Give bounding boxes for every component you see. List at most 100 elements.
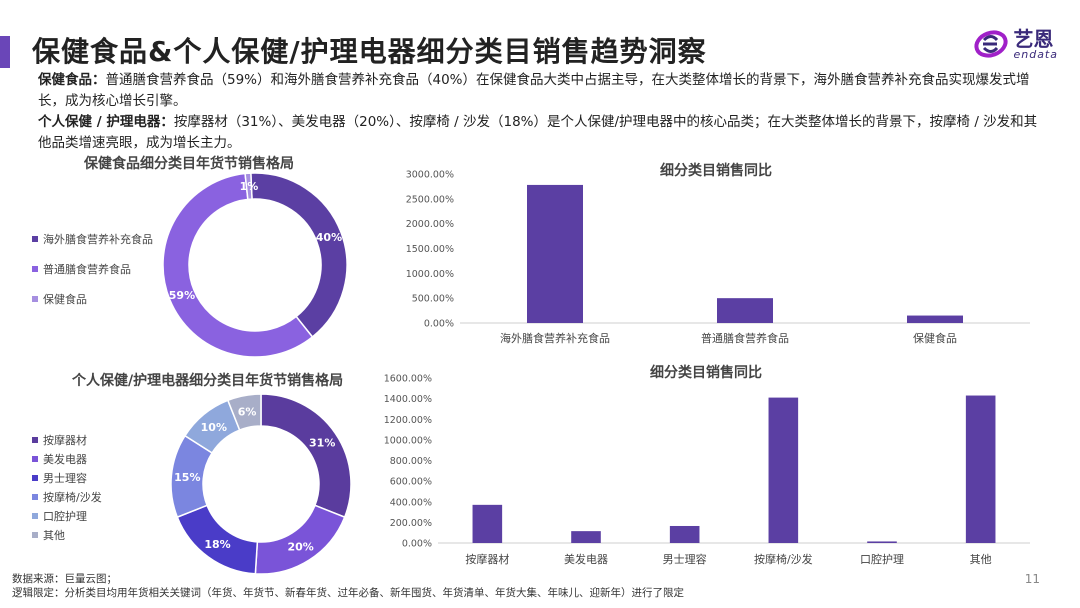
legend-label: 按摩器材 (43, 434, 87, 447)
bar-chart-title: 细分类目销售同比 (660, 163, 772, 179)
legend-swatch (32, 456, 38, 462)
page-title: 保健食品&个人保健/护理电器细分类目销售趋势洞察 (32, 35, 707, 68)
y-tick-label: 0.00% (402, 539, 432, 550)
y-tick-label: 1000.00% (384, 435, 432, 446)
y-tick-label: 2500.00% (406, 194, 454, 205)
legend-label: 其他 (43, 529, 65, 542)
summary-paragraph: 保健食品：普通膳食营养食品（59%）和海外膳食营养补充食品（40%）在保健食品大… (38, 70, 1038, 112)
data-source: 数据来源：巨量云图； (12, 573, 117, 585)
y-tick-label: 3000.00% (406, 170, 454, 181)
legend-swatch (32, 296, 38, 302)
slice-label: 20% (287, 540, 313, 553)
footer-notes: 数据来源：巨量云图； 逻辑限定：分析类目均用年货相关关键词（年货、年货节、新春年… (12, 572, 684, 600)
y-tick-label: 1600.00% (384, 374, 432, 385)
bar (907, 315, 963, 323)
bar (472, 504, 503, 543)
legend-swatch (32, 266, 38, 272)
logic-note: 逻辑限定：分析类目均用年货相关关键词（年货、年货节、新春年货、过年必备、新年囤货… (12, 587, 684, 599)
y-tick-label: 1000.00% (406, 269, 454, 280)
donut-chart-title: 保健食品细分类目年货节销售格局 (84, 156, 294, 172)
summary-label: 个人保健 / 护理电器： (38, 114, 174, 130)
bar-chart-title: 细分类目销售同比 (650, 365, 762, 381)
x-tick-label: 海外膳食营养补充食品 (500, 331, 610, 345)
donut-chart-title: 个人保健/护理电器细分类目年货节销售格局 (72, 373, 344, 389)
legend-item: 海外膳食营养补充食品 (32, 232, 153, 246)
donut-slice (162, 172, 314, 358)
y-tick-label: 800.00% (390, 456, 432, 467)
legend-label: 口腔护理 (43, 510, 87, 523)
legend-swatch (32, 494, 38, 500)
bar (527, 184, 583, 323)
y-tick-label: 1400.00% (384, 394, 432, 405)
legend-item: 保健食品 (32, 292, 153, 306)
slice-label: 10% (201, 421, 227, 434)
legend-swatch (32, 475, 38, 481)
bar-chart: 0.00% 500.00% 1000.00% 1500.00% 2000.00% 2500… (406, 170, 1030, 345)
legend-label: 按摩椅/沙发 (43, 491, 102, 504)
legend-item: 其他 (32, 528, 102, 542)
slice-label: 59% (169, 289, 195, 302)
legend-label: 美发电器 (43, 453, 87, 466)
donut-slice (226, 393, 262, 432)
legend-item: 按摩器材 (32, 433, 102, 447)
summary-body: 按摩器材（31%）、美发电器（20%）、按摩椅 / 沙发（18%）是个人保健/护… (38, 114, 1038, 151)
slice-label: 1% (240, 180, 259, 193)
x-tick-label: 普通膳食营养食品 (701, 331, 789, 345)
donut-chart: 31% 20% 18% 15% 10% 6% (170, 393, 352, 575)
y-tick-label: 2000.00% (406, 219, 454, 230)
x-tick-label: 保健食品 (913, 331, 957, 345)
y-tick-label: 400.00% (390, 497, 432, 508)
legend-item: 美发电器 (32, 452, 102, 466)
bar (669, 525, 700, 543)
legend-label: 男士理容 (43, 472, 87, 485)
y-tick-label: 200.00% (390, 518, 432, 529)
slice-label: 31% (309, 436, 335, 449)
summary-body: 普通膳食营养食品（59%）和海外膳食营养补充食品（40%）在保健食品大类中占据主… (38, 72, 1030, 109)
legend-item: 男士理容 (32, 471, 102, 485)
bar (571, 531, 601, 543)
donut-slice (250, 172, 348, 338)
x-tick-label: 男士理容 (663, 552, 707, 566)
logo-cn-text: 艺恩 (1013, 26, 1054, 51)
legend-item: 口腔护理 (32, 509, 102, 523)
bar (768, 397, 799, 543)
summary-label: 保健食品： (38, 72, 106, 88)
slice-label: 18% (204, 538, 230, 551)
summary-text: 保健食品：普通膳食营养食品（59%）和海外膳食营养补充食品（40%）在保健食品大… (38, 70, 1038, 154)
donut-legend: 海外膳食营养补充食品 普通膳食营养食品 保健食品 (32, 232, 153, 322)
y-tick-label: 600.00% (390, 477, 432, 488)
x-tick-label: 美发电器 (564, 552, 608, 566)
bar (965, 395, 996, 543)
logo-en-text: endata (1013, 47, 1058, 61)
page-number: 11 (1024, 572, 1040, 586)
legend-swatch (32, 532, 38, 538)
bar (867, 541, 897, 543)
legend-label: 海外膳食营养补充食品 (43, 233, 153, 246)
slice-label: 40% (316, 231, 342, 244)
donut-chart: 40% 59% 1% (162, 172, 348, 358)
y-tick-label: 1500.00% (406, 244, 454, 255)
summary-paragraph: 个人保健 / 护理电器：按摩器材（31%）、美发电器（20%）、按摩椅 / 沙发… (38, 112, 1038, 154)
x-tick-label: 按摩椅/沙发 (754, 552, 813, 566)
legend-swatch (32, 236, 38, 242)
y-tick-label: 0.00% (424, 319, 454, 330)
bar-chart: 0.00% 200.00% 400.00% 600.00% 800.00% 1000.00… (384, 374, 1030, 566)
brand-logo: 艺恩 endata (973, 26, 1058, 62)
slice-label: 6% (238, 405, 257, 418)
bar (717, 298, 773, 323)
x-tick-label: 其他 (970, 553, 992, 566)
legend-item: 普通膳食营养食品 (32, 262, 153, 276)
x-tick-label: 口腔护理 (860, 552, 904, 566)
legend-swatch (32, 513, 38, 519)
donut-legend: 按摩器材美发电器男士理容按摩椅/沙发 口腔护理其他 (32, 433, 102, 547)
donut-slice (260, 393, 352, 519)
legend-swatch (32, 437, 38, 443)
title-accent-bar (0, 36, 10, 68)
slice-label: 15% (174, 471, 200, 484)
endata-logo-icon (974, 30, 1009, 58)
donut-slice (244, 172, 253, 201)
legend-item: 按摩椅/沙发 (32, 490, 102, 504)
legend-label: 保健食品 (43, 293, 87, 306)
legend-label: 普通膳食营养食品 (43, 263, 131, 276)
x-tick-label: 按摩器材 (465, 552, 509, 566)
